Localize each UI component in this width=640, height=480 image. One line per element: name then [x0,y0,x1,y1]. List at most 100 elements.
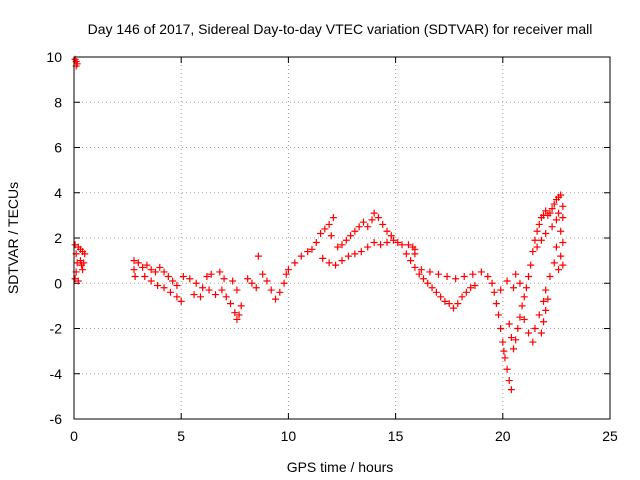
data-point [540,318,548,326]
data-point [233,286,241,294]
data-point [196,293,204,301]
y-tick-label: -4 [50,366,63,382]
data-point [535,220,543,228]
data-point [154,282,162,290]
data-point [297,252,305,260]
y-tick-label: 0 [54,275,62,291]
data-point [443,272,451,280]
data-point [501,354,509,362]
data-point [467,284,475,292]
y-tick-label: 6 [54,140,62,156]
data-point [134,259,142,267]
data-point [510,345,518,353]
data-point [254,252,262,260]
data-point [364,243,372,251]
y-tick-label: 4 [54,185,62,201]
data-point [522,284,530,292]
data-point [537,329,545,337]
data-point [452,275,460,283]
data-point [497,325,505,332]
data-point [449,304,457,312]
data-point [284,266,292,274]
data-point [542,207,550,215]
data-point [557,252,565,260]
data-point [557,191,565,199]
data-point [233,315,241,323]
data-point [156,263,164,271]
data-point [544,295,552,303]
tick-labels: 0 5 10 15 20 25 -6 -4 -2 0 2 4 6 8 10 [46,49,618,444]
data-point [370,209,378,217]
data-point [417,266,425,274]
data-point [342,236,350,244]
data-point [160,284,168,292]
data-point [357,248,365,256]
data-point [166,288,174,296]
data-point [552,216,560,224]
data-point [203,272,211,280]
data-point [512,270,520,278]
x-axis-label: GPS time / hours [287,459,394,475]
data-point [432,288,440,296]
data-point [419,275,427,283]
data-point [542,286,550,294]
data-point [520,293,528,301]
data-point [370,239,378,247]
data-point [525,272,533,280]
data-point [527,261,535,269]
data-point [499,338,507,346]
data-point [207,270,215,278]
data-point [510,284,518,292]
data-point [512,336,520,344]
data-point [169,277,177,285]
data-point [244,275,252,283]
data-point [535,311,543,319]
x-tick-label: 10 [281,428,297,444]
data-point [507,334,515,342]
data-point [548,205,556,213]
data-point [143,261,151,269]
data-point [205,286,213,294]
data-point [484,272,492,280]
grid-lines [74,57,610,419]
data-point [445,300,453,308]
data-point [231,309,239,317]
data-point [533,243,541,251]
data-point [477,268,485,276]
data-point [131,272,139,280]
chart-title: Day 146 of 2017, Sidereal Day-to-day VTE… [88,21,593,37]
data-point [424,279,432,287]
data-point [471,282,479,290]
data-point [227,300,235,308]
data-point [222,293,230,301]
data-point [507,386,515,394]
data-point [529,248,537,256]
data-point [252,284,260,292]
data-point [550,200,558,208]
data-point [327,232,335,240]
data-point [164,272,172,280]
data-point [212,291,220,299]
data-point [317,229,325,237]
data-point [81,250,89,258]
data-point [263,277,271,285]
y-tick-label: -2 [50,321,63,337]
data-point [130,257,138,265]
data-point [531,236,539,244]
data-point [559,214,567,222]
data-point [458,293,466,301]
data-point [379,220,387,228]
data-point [280,279,288,287]
data-point [441,297,449,305]
data-point [555,266,563,274]
data-point [259,270,267,278]
data-point [147,277,155,285]
data-point [374,214,382,222]
data-point [368,216,376,224]
data-point [190,291,198,299]
data-point [520,315,528,323]
data-point [407,257,415,265]
data-point [404,241,412,249]
data-point [540,297,548,305]
x-tick-label: 5 [177,428,185,444]
